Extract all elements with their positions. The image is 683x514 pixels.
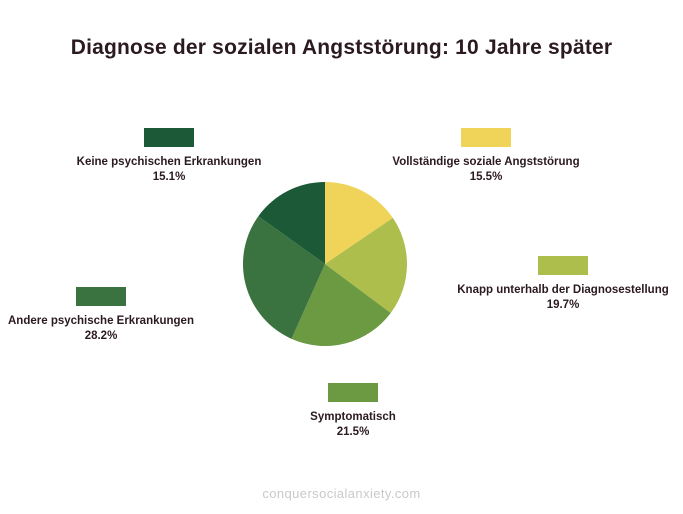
- legend-item-knapp: Knapp unterhalb der Diagnosestellung 19.…: [450, 256, 676, 313]
- chart-title: Diagnose der sozialen Angststörung: 10 J…: [70, 36, 613, 59]
- legend-label: Andere psychische Erkrankungen: [8, 315, 194, 327]
- pie-slice-3: [243, 216, 325, 339]
- legend-label: Vollständige soziale Angststörung: [392, 156, 580, 168]
- pie-slice-1: [325, 217, 408, 314]
- legend-swatch: [76, 287, 126, 306]
- legend-label: Symptomatisch: [310, 411, 396, 423]
- legend-swatch: [538, 256, 588, 275]
- legend-swatch: [461, 128, 511, 147]
- legend-value: 28.2%: [84, 330, 118, 342]
- watermark: conquersocialanxiety.com: [262, 486, 421, 501]
- legend-item-symptomatisch: Symptomatisch 21.5%: [288, 383, 418, 440]
- legend-value: 21.5%: [336, 426, 370, 438]
- legend-item-keine: Keine psychischen Erkrankungen 15.1%: [64, 128, 274, 185]
- legend-label: Knapp unterhalb der Diagnosestellung: [457, 284, 669, 296]
- legend-swatch: [144, 128, 194, 147]
- legend-value: 15.1%: [152, 171, 186, 183]
- legend-swatch: [328, 383, 378, 402]
- pie-slice-2: [291, 264, 391, 347]
- pie-slice-4: [258, 182, 325, 264]
- legend-item-andere: Andere psychische Erkrankungen 28.2%: [6, 287, 196, 344]
- pie-slice-0: [325, 182, 393, 264]
- legend-item-vollstaendig: Vollständige soziale Angststörung 15.5%: [376, 128, 596, 185]
- legend-label: Keine psychischen Erkrankungen: [76, 156, 262, 168]
- legend-value: 19.7%: [546, 299, 580, 311]
- legend-value: 15.5%: [469, 171, 503, 183]
